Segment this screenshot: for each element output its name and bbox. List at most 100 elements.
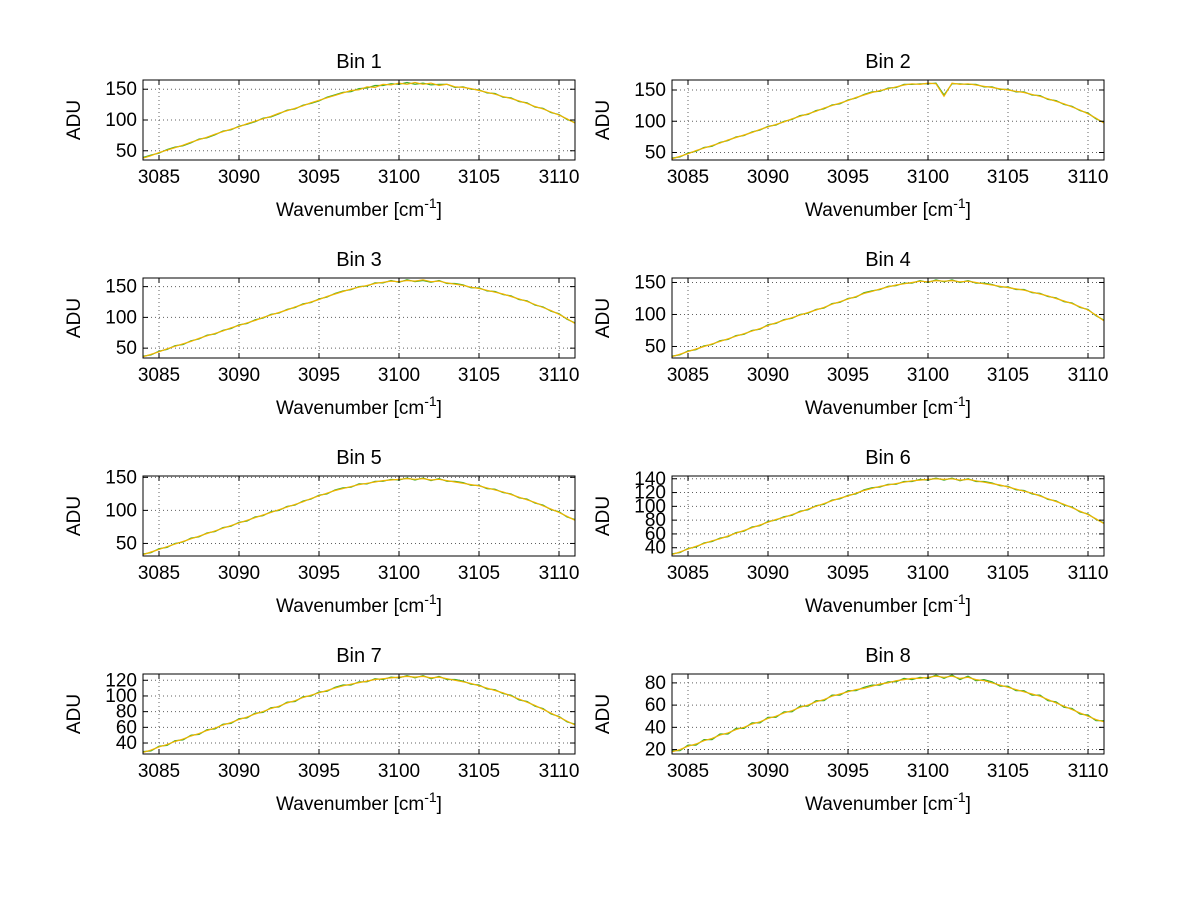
y-tick-label: 100 [105,500,137,521]
y-tick-label: 120 [105,670,137,691]
subplot: Bin 3 ADU 3085 3090 3095 3100 3105 3110 50 100… [64,249,580,419]
axes-box [671,475,1105,557]
x-tick-label: 3095 [298,167,340,188]
x-tick-label: 3100 [907,563,949,584]
y-tick-labels: 50 100 150 [105,277,137,360]
x-tick-label: 3110 [1068,761,1109,782]
chart-title: Bin 1 [336,51,382,73]
x-tick-label: 3095 [298,761,340,782]
x-tick-label: 3095 [827,761,869,782]
series-lines [671,674,1105,753]
x-tick-label: 3090 [218,761,260,782]
x-tick-label: 3085 [138,563,180,584]
series-trace-yellow [671,279,1105,358]
y-tick-label: 150 [105,79,137,100]
y-tick-label: 150 [105,277,137,298]
series-lines [142,81,576,159]
axes-box [671,673,1105,755]
x-tick-label: 3110 [1068,365,1109,386]
x-tick-label: 3095 [827,365,869,386]
y-tick-label: 50 [116,533,137,554]
x-tick-label: 3090 [218,167,260,188]
x-tick-labels: 3085 3090 3095 3100 3105 3110 [667,167,1109,188]
x-tick-label: 3100 [378,761,420,782]
x-tick-label: 3095 [298,365,340,386]
series-trace-yellow [671,478,1105,556]
gridlines [143,476,575,556]
y-axis-label: ADU [593,298,614,338]
subplot: Bin 2 ADU 3085 3090 3095 3100 3105 3110 50 100… [593,51,1109,221]
y-tick-label: 40 [116,733,137,754]
y-axis-label: ADU [64,100,85,140]
gridlines [672,80,1104,160]
x-tick-label: 3100 [907,761,949,782]
series-lines [142,674,576,753]
y-tick-labels: 50 100 150 [634,272,666,357]
x-axis-label: Wavenumber [cm-1] [276,195,442,221]
x-tick-label: 3110 [539,365,580,386]
tick-marks [143,80,575,160]
gridlines [143,278,575,358]
tick-marks [672,278,1104,358]
chart-bin-1: Bin 1 ADU 3085 3090 3095 3100 3105 3110 50 100… [18,50,598,240]
x-tick-label: 3110 [539,761,580,782]
y-tick-label: 50 [116,141,137,162]
axes-box [671,277,1105,359]
x-tick-label: 3085 [138,167,180,188]
x-tick-label: 3105 [987,365,1029,386]
y-axis-label: ADU [64,496,85,536]
x-tick-label: 3085 [138,365,180,386]
series-trace-green [142,477,576,555]
x-tick-label: 3085 [667,563,709,584]
series-lines [671,477,1105,556]
series-trace-green [142,674,576,753]
chart-title: Bin 2 [865,51,911,73]
chart-bin-3: Bin 3 ADU 3085 3090 3095 3100 3105 3110 50 100… [18,248,598,438]
x-tick-label: 3105 [987,563,1029,584]
x-tick-label: 3090 [218,365,260,386]
y-tick-label: 80 [645,510,666,531]
series-lines [142,279,576,358]
x-tick-label: 3100 [907,365,949,386]
axes-box [671,79,1105,161]
x-tick-label: 3090 [218,563,260,584]
chart-title: Bin 8 [865,645,911,667]
x-tick-label: 3105 [987,167,1029,188]
x-tick-labels: 3085 3090 3095 3100 3105 3110 [667,563,1109,584]
x-tick-labels: 3085 3090 3095 3100 3105 3110 [138,563,580,584]
x-tick-label: 3085 [667,365,709,386]
y-tick-label: 150 [634,80,666,101]
chart-bin-8: Bin 8 ADU 3085 3090 3095 3100 3105 3110 20 40 6… [547,644,1127,834]
y-tick-label: 50 [645,336,666,357]
gridlines [672,278,1104,358]
series-trace-green [672,674,1104,752]
chart-title: Bin 7 [336,645,382,667]
x-axis-label: Wavenumber [cm-1] [276,789,442,815]
tick-marks [143,674,575,754]
x-tick-label: 3105 [458,365,500,386]
chart-bin-7: Bin 7 ADU 3085 3090 3095 3100 3105 3110 40 60 8… [18,644,598,834]
x-tick-label: 3085 [138,761,180,782]
chart-bin-6: Bin 6 ADU 3085 3090 3095 3100 3105 3110 40 60 8… [547,446,1127,636]
series-trace-yellow [142,675,576,753]
y-tick-label: 100 [105,307,137,328]
y-tick-label: 140 [634,469,666,490]
y-tick-label: 40 [645,538,666,559]
tick-marks [672,674,1104,754]
tick-marks [143,278,575,358]
gridlines [672,476,1104,556]
series-trace-green [671,477,1105,555]
x-axis-label: Wavenumber [cm-1] [276,591,442,617]
axes-box [142,475,576,557]
x-tick-labels: 3085 3090 3095 3100 3105 3110 [667,761,1109,782]
y-tick-label: 60 [645,524,666,545]
tick-marks [143,476,575,556]
series-trace-green [142,279,576,357]
series-trace-yellow [142,279,576,358]
x-tick-labels: 3085 3090 3095 3100 3105 3110 [138,761,580,782]
x-tick-label: 3090 [747,365,789,386]
x-tick-label: 3085 [667,167,709,188]
chart-title: Bin 4 [865,249,911,271]
chart-title: Bin 3 [336,249,382,271]
